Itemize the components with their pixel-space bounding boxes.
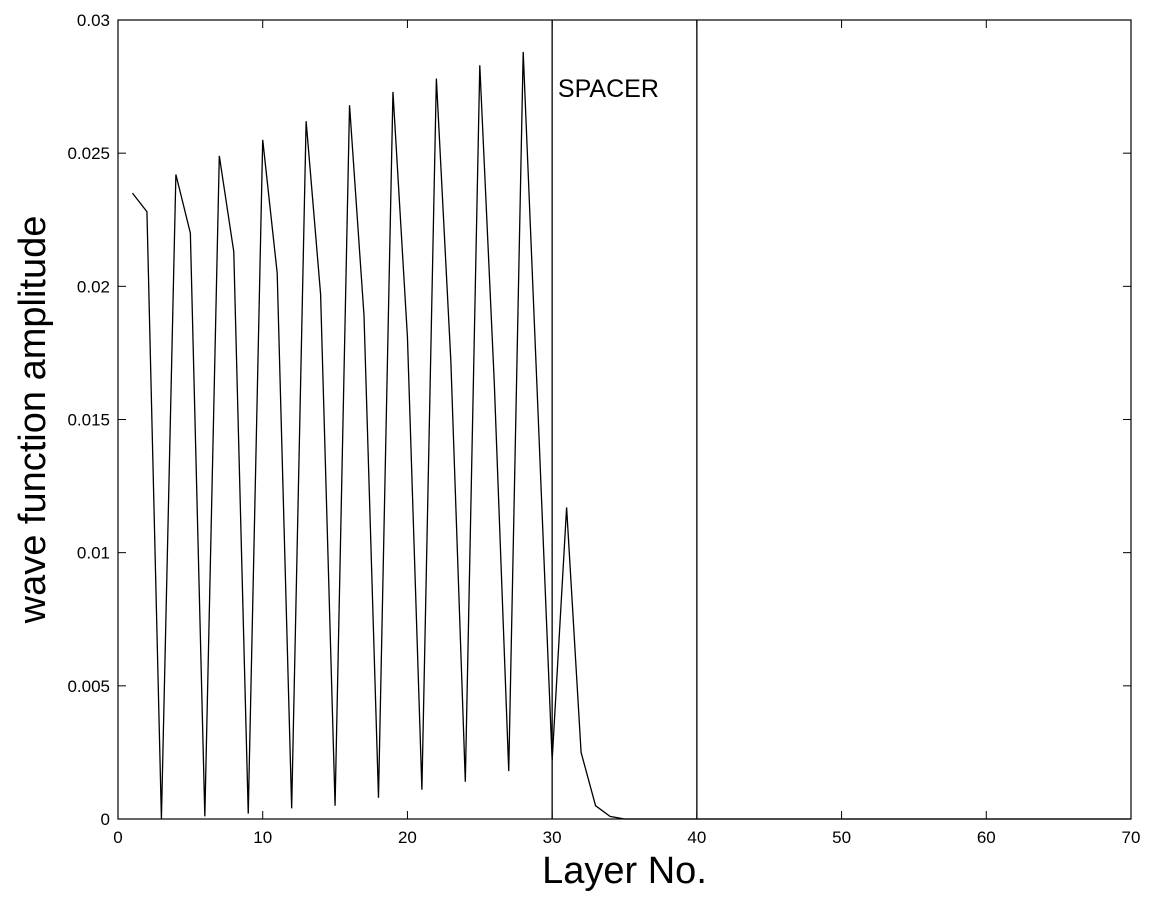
y-tick-label: 0.01 [77, 544, 110, 563]
y-tick-label: 0 [101, 810, 110, 829]
x-tick-label: 0 [113, 828, 122, 847]
y-axis-title: wave function amplitude [12, 216, 54, 625]
y-tick-label: 0.03 [77, 11, 110, 30]
x-tick-label: 40 [687, 828, 706, 847]
x-tick-label: 50 [832, 828, 851, 847]
x-tick-label: 10 [253, 828, 272, 847]
y-tick-label: 0.015 [67, 411, 110, 430]
vertical-reference-lines [551, 20, 698, 819]
x-tick-label: 60 [977, 828, 996, 847]
y-tick-label: 0.02 [77, 277, 110, 296]
annotations: SPACER [558, 75, 659, 103]
x-tick-label: 30 [543, 828, 562, 847]
x-tick-label: 20 [398, 828, 417, 847]
plot-background [118, 20, 1131, 819]
plot-frame [117, 19, 1132, 820]
y-tick-label: 0.005 [67, 677, 110, 696]
x-axis-title: Layer No. [542, 850, 707, 892]
y-axis-ticks: 0 0.005 0.01 0.015 0.02 0.025 0.03 [67, 11, 1131, 829]
annotation-label: SPACER [558, 75, 659, 103]
x-tick-label: 70 [1122, 828, 1141, 847]
y-tick-label: 0.025 [67, 144, 110, 163]
x-axis-ticks: 0 10 20 30 40 50 60 70 [113, 20, 1140, 847]
